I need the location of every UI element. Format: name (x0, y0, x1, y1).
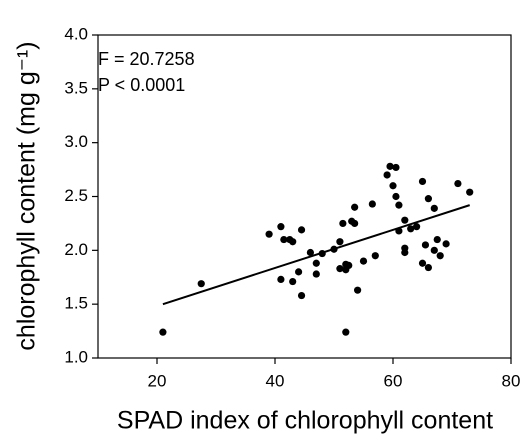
point (433, 235, 441, 244)
x-axis-label: SPAD index of chlorophyll content (117, 407, 493, 435)
x-tick-label: 40 (266, 371, 285, 390)
point (339, 219, 347, 228)
point (401, 248, 409, 257)
y-tick-label: 3.5 (64, 78, 88, 97)
point (413, 223, 421, 231)
annotation: F = 20.7258 (98, 49, 195, 69)
point (306, 248, 314, 257)
x-tick-label: 60 (384, 371, 403, 390)
point (354, 286, 362, 294)
y-tick-label: 2.0 (64, 240, 88, 259)
point (336, 238, 344, 246)
point (265, 230, 273, 238)
point (466, 188, 474, 196)
annotation: P < 0.0001 (98, 75, 185, 95)
point (312, 270, 320, 278)
point (359, 257, 368, 265)
point (330, 245, 338, 253)
point (386, 162, 394, 170)
point (383, 171, 391, 179)
point (297, 226, 306, 234)
point (277, 275, 285, 284)
y-tick-label: 1.5 (64, 294, 88, 313)
point (392, 192, 400, 201)
point (277, 223, 285, 231)
point (430, 246, 438, 254)
y-tick-label: 1.0 (64, 347, 88, 366)
point (289, 238, 297, 246)
point (297, 291, 306, 300)
point (454, 179, 462, 188)
point (407, 225, 415, 233)
point (395, 201, 403, 209)
point (336, 265, 344, 273)
y-tick-label: 4.0 (64, 24, 88, 43)
point (389, 182, 397, 190)
point (342, 328, 350, 336)
y-tick-label: 3.0 (64, 132, 88, 151)
point (424, 195, 432, 203)
x-tick-label: 20 (148, 371, 167, 390)
point (289, 277, 297, 286)
point (430, 204, 438, 212)
point (351, 219, 359, 228)
point (424, 263, 432, 272)
point (197, 280, 205, 288)
point (318, 249, 326, 258)
point (371, 252, 379, 260)
y-tick-label: 2.5 (64, 186, 88, 205)
point (436, 252, 444, 260)
point (395, 227, 403, 235)
point (392, 163, 400, 172)
point (312, 259, 320, 267)
point (418, 259, 427, 267)
point (421, 241, 430, 249)
point (351, 203, 359, 211)
x-tick-label: 80 (502, 371, 521, 390)
y-axis-label: chlorophyll content (mg g⁻¹) (13, 41, 41, 350)
point (418, 177, 427, 186)
point (280, 235, 288, 244)
point (368, 200, 376, 208)
point (159, 328, 167, 336)
point (401, 216, 409, 224)
point (295, 268, 303, 276)
point (345, 261, 353, 270)
point (442, 240, 450, 248)
fit-line (162, 204, 471, 306)
